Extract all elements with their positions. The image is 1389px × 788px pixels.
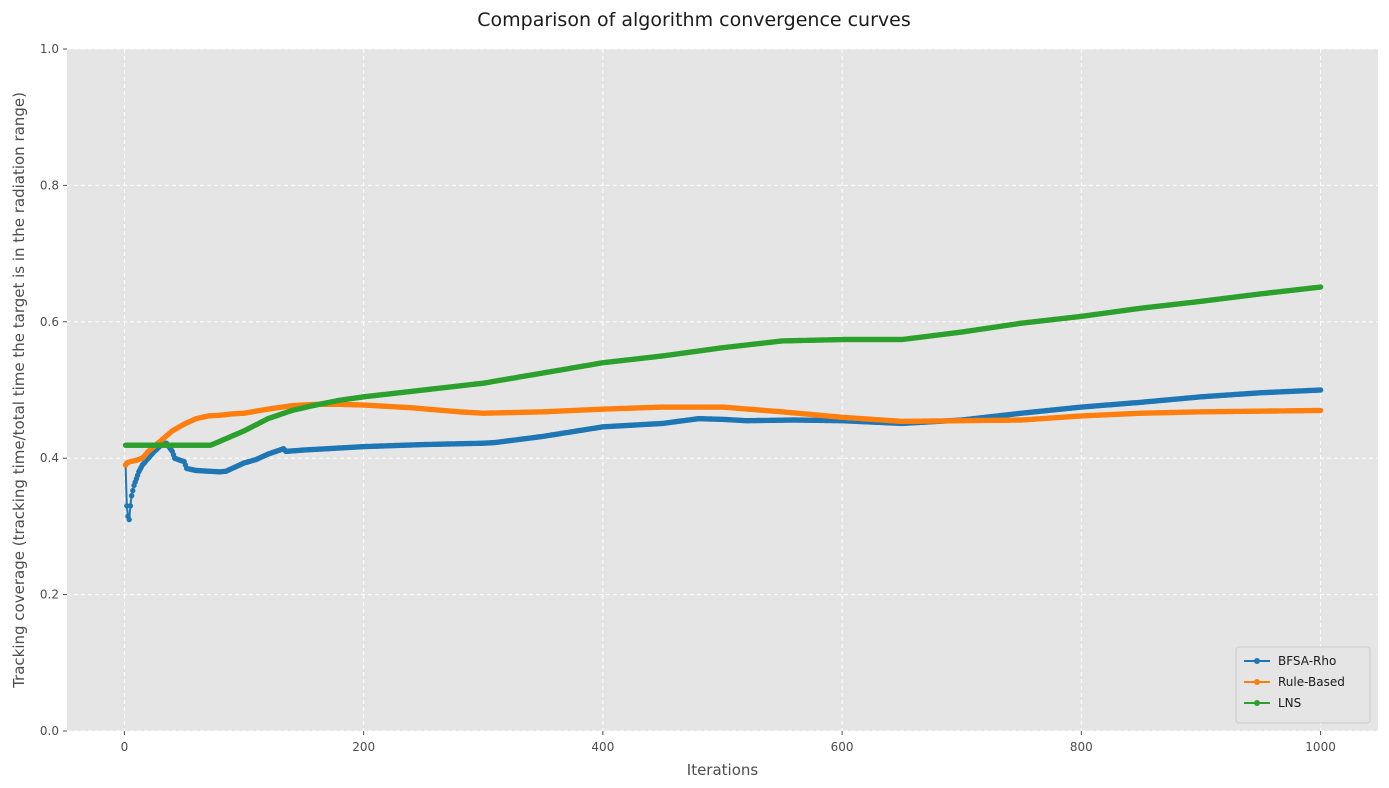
x-tick-label: 400: [591, 740, 614, 754]
legend-marker-bfsa-rho: [1254, 658, 1260, 664]
y-tick-label: 0.0: [40, 724, 59, 738]
data-point: [1317, 284, 1324, 290]
legend: BFSA-Rho Rule-Based LNS: [1235, 646, 1371, 724]
y-tick-label: 0.2: [40, 588, 59, 602]
legend-marker-rule-based: [1254, 679, 1260, 685]
x-tick-label: 1000: [1305, 740, 1336, 754]
legend-label-lns: LNS: [1278, 696, 1301, 710]
grid: [67, 48, 1378, 732]
y-tick-label: 1.0: [40, 42, 59, 56]
chart-title: Comparison of algorithm convergence curv…: [477, 9, 911, 31]
series-markers-lns: [122, 284, 1324, 448]
data-point: [130, 487, 136, 494]
x-tick-label: 800: [1070, 740, 1093, 754]
y-axis: 0.0 0.2 0.4 0.6 0.8 1.0: [40, 42, 67, 738]
y-tick-label: 0.8: [40, 178, 59, 192]
data-point: [1317, 407, 1324, 414]
x-axis: 0 200 400 600 800 1000: [121, 731, 1336, 754]
data-point: [126, 516, 132, 523]
legend-label-rule-based: Rule-Based: [1278, 675, 1345, 689]
y-tick-label: 0.4: [40, 451, 59, 465]
series-lines: [122, 284, 1324, 523]
plot-area: [67, 49, 1378, 731]
y-axis-label: Tracking coverage (tracking time/total t…: [10, 92, 28, 689]
x-axis-label: Iterations: [687, 761, 759, 779]
x-tick-label: 0: [121, 740, 129, 754]
data-point: [128, 493, 135, 499]
legend-label-bfsa-rho: BFSA-Rho: [1278, 654, 1336, 668]
y-tick-label: 0.6: [40, 315, 59, 329]
data-point: [127, 503, 134, 509]
x-tick-label: 600: [831, 740, 854, 754]
legend-marker-lns: [1254, 700, 1260, 706]
x-tick-label: 200: [352, 740, 375, 754]
data-point: [1317, 387, 1324, 393]
series-markers-rule-based: [122, 401, 1324, 468]
